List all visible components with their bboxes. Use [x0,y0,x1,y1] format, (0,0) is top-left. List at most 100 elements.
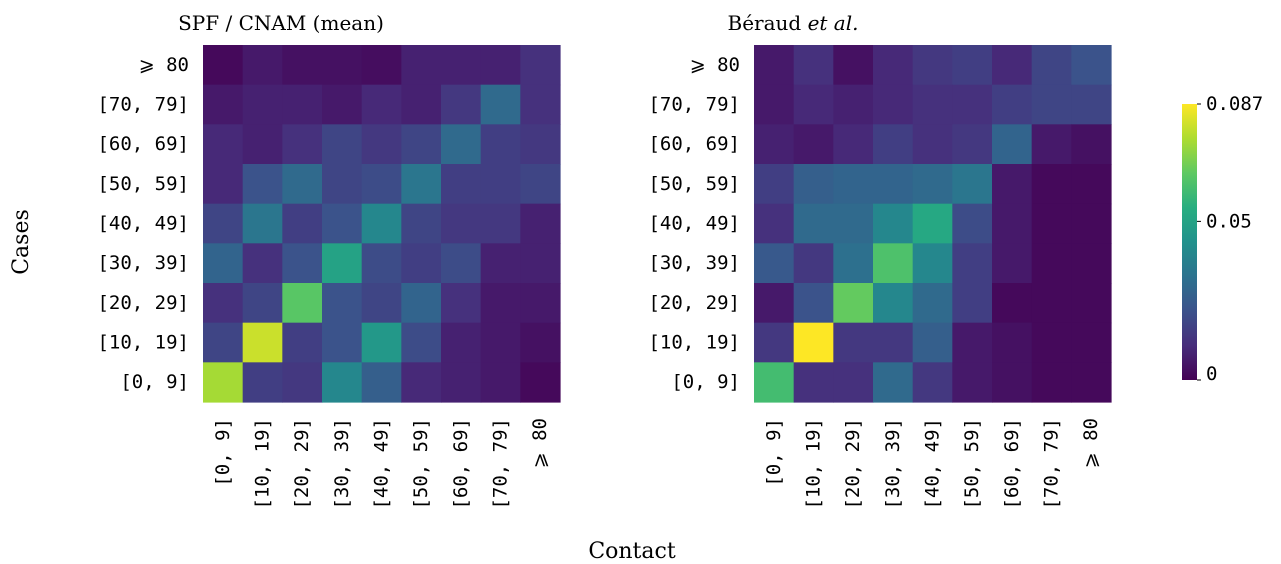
x-tick-label: [30, 39] [331,418,353,510]
heatmap-cell [754,84,795,125]
x-axis-label: Contact [588,539,676,564]
heatmap-cell [793,243,834,284]
heatmap-cell [833,362,874,403]
heatmap-cell [322,84,363,125]
colorbar-gradient [1182,104,1197,380]
heatmap-cell [833,322,874,363]
heatmap-cell [1071,283,1112,324]
x-tick-label: [50, 59] [410,418,432,510]
right-chart-title: Béraud et al. [728,11,859,35]
heatmap-cell [480,283,521,324]
heatmap-cell [952,283,993,324]
heatmap-cell [1071,243,1112,284]
heatmap-cell [873,362,914,403]
heatmap-cell [441,45,482,86]
heatmap-cell [520,203,561,244]
y-tick-label: [10, 19] [97,332,189,354]
heatmap-cell [203,243,244,284]
y-tick-label: [0, 9] [671,371,740,393]
heatmap-cell [1071,124,1112,165]
heatmap-cell [1071,164,1112,205]
heatmap-cell [401,124,442,165]
heatmap-cell [480,164,521,205]
heatmap-cell [793,124,834,165]
y-axis-label: Cases [9,209,34,275]
heatmap-cell [873,243,914,284]
y-tick-label: [30, 39] [648,252,740,274]
heatmap-cell [833,243,874,284]
heatmap-cell [322,243,363,284]
heatmap-cell [203,164,244,205]
y-tick-label: [70, 79] [97,94,189,116]
heatmap-cell [754,283,795,324]
heatmap-cell [441,362,482,403]
y-tick-label: [30, 39] [97,252,189,274]
heatmap-cell [441,283,482,324]
heatmap-cell [912,322,953,363]
heatmap-cell [1031,283,1072,324]
heatmap-cell [520,164,561,205]
heatmap-cell [441,84,482,125]
heatmap-cell [1031,243,1072,284]
heatmap-cell [873,84,914,125]
heatmap-cell [322,283,363,324]
heatmap-cell [952,45,993,86]
heatmap-cell [322,362,363,403]
heatmap-cell [282,283,323,324]
heatmap-cell [361,362,402,403]
heatmap-cell [282,203,323,244]
x-tick-label: [60, 69] [450,418,472,510]
x-tick-label: [60, 69] [1001,418,1023,510]
heatmap-cell [401,283,442,324]
heatmap-cell [992,203,1033,244]
heatmap-cell [793,322,834,363]
heatmap-cell [480,45,521,86]
heatmap-cell [203,322,244,363]
heatmap-cell [754,124,795,165]
x-tick-label: [50, 59] [961,418,983,510]
heatmap-cell [322,322,363,363]
heatmap-cell [754,164,795,205]
heatmap-cell [833,84,874,125]
heatmap-cell [912,362,953,403]
heatmap-cell [282,362,323,403]
heatmap-cell [952,362,993,403]
x-tick-label: [40, 49] [371,418,393,510]
heatmap-cell [1031,203,1072,244]
heatmap-cell [203,84,244,125]
heatmap-cell [793,203,834,244]
heatmap-cell [520,124,561,165]
heatmap-cell [401,84,442,125]
left-chart-title: SPF / CNAM (mean) [178,11,384,35]
heatmap-cell [952,203,993,244]
y-tick-label: [10, 19] [648,332,740,354]
heatmap-cell [912,164,953,205]
heatmap-cell [833,203,874,244]
heatmap-cell [322,164,363,205]
heatmap-cell [480,84,521,125]
heatmap-cell [992,283,1033,324]
heatmap-cell [361,124,402,165]
heatmap-cell [361,203,402,244]
x-tick-label: ⩾ 80 [529,418,551,468]
heatmap-cell [242,124,283,165]
heatmap-cell [873,164,914,205]
heatmap-cell [754,45,795,86]
heatmap-cell [1071,45,1112,86]
heatmap-cell [480,124,521,165]
heatmap-cell [912,243,953,284]
heatmap-cell [401,45,442,86]
heatmap-cell [793,164,834,205]
heatmap-cell [480,203,521,244]
x-tick-label: [70, 79] [490,418,512,510]
x-tick-label: [10, 19] [252,418,274,510]
heatmap-cell [282,84,323,125]
x-tick-label: [40, 49] [922,418,944,510]
heatmap-cell [242,243,283,284]
heatmap-cell [520,84,561,125]
x-tick-label: [0, 9] [763,418,785,487]
heatmap-cell [361,164,402,205]
colorbar: 0 0.05 0.087 [1182,93,1263,385]
heatmap-cell [361,84,402,125]
y-tick-label: [40, 49] [648,213,740,235]
